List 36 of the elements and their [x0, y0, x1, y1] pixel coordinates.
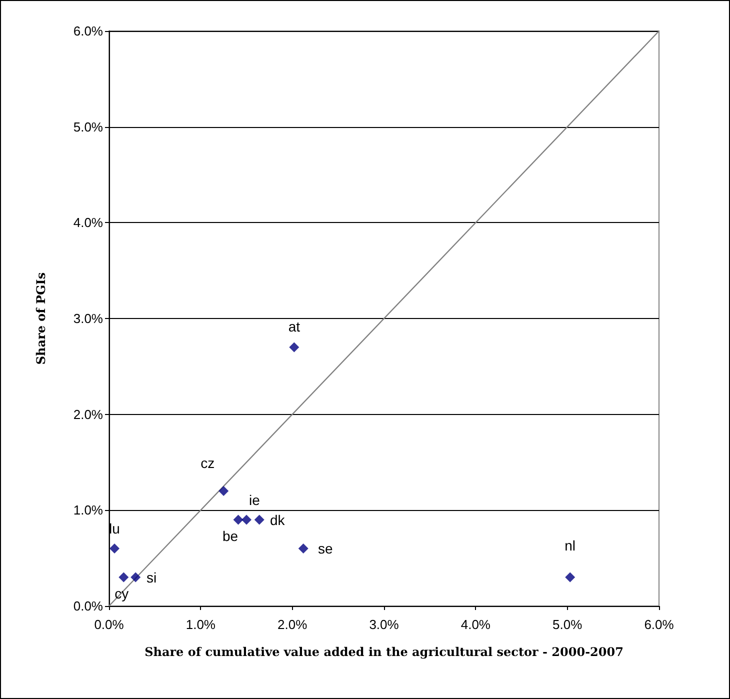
annotation: nl — [564, 537, 576, 554]
annotation: cz — [200, 455, 215, 471]
annotation: si — [146, 569, 157, 586]
y-axis-title: Share of PGIs — [34, 272, 48, 365]
x-tick-label: 3.0% — [369, 617, 400, 632]
x-tick-label: 0.0% — [94, 617, 124, 632]
x-tick-label: 6.0% — [644, 617, 674, 632]
annotation: at — [288, 318, 300, 334]
y-tick-label: 3.0% — [73, 311, 104, 326]
y-tick-label: 0.0% — [73, 598, 104, 614]
annotation: cy — [114, 585, 129, 602]
point — [254, 514, 264, 525]
point — [298, 544, 308, 554]
annotation: se — [318, 540, 333, 556]
point — [233, 514, 244, 525]
annotation: be — [222, 528, 238, 544]
y-tick-label: 2.0% — [73, 406, 104, 422]
y-tick-label: 5.0% — [73, 119, 104, 134]
point — [289, 342, 300, 352]
annotation: ie — [249, 492, 260, 508]
x-tick-label: 1.0% — [186, 617, 216, 632]
point — [218, 486, 229, 496]
y-tick-label: 4.0% — [73, 215, 104, 230]
y-tick-label: 6.0% — [73, 24, 104, 38]
x-tick-label: 2.0% — [278, 617, 308, 632]
x-axis-title: Share of cumulative value added in the agricultural sector - 2000-2007 — [144, 645, 624, 659]
x-tick-label: 5.0% — [552, 617, 583, 632]
point — [118, 572, 129, 582]
annotation: lu — [109, 520, 120, 536]
point — [110, 544, 120, 554]
x-tick-label: 4.0% — [460, 617, 491, 632]
point — [130, 572, 141, 582]
annotation: dk — [270, 512, 286, 528]
y-tick-label: 1.0% — [73, 502, 104, 518]
point — [242, 514, 252, 525]
point — [565, 572, 576, 582]
